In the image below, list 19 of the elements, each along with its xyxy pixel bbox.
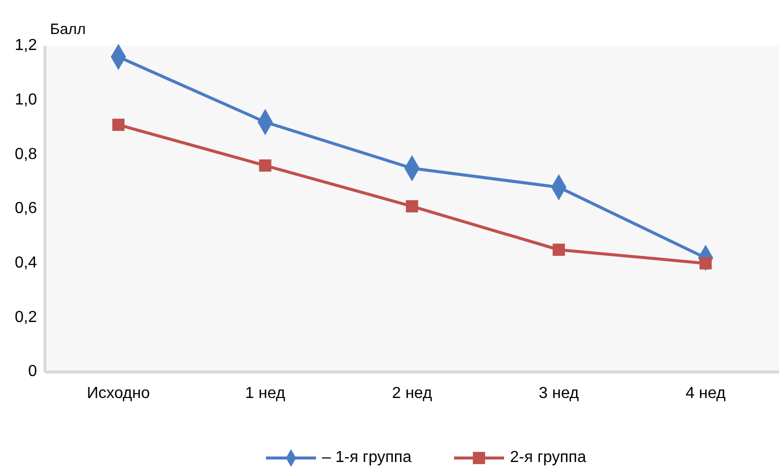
y-tick-label: 0 xyxy=(28,363,38,380)
y-tick-label: 0,6 xyxy=(14,200,38,218)
y-tick-label: 1,0 xyxy=(14,92,38,109)
y-tick-label: 0,8 xyxy=(14,146,38,163)
x-tick-label: 4 нед xyxy=(686,385,726,402)
point xyxy=(259,159,272,172)
x-tick-label: Исходно xyxy=(86,385,150,402)
legend-label: 2-я группа xyxy=(510,449,586,466)
y-tick-label: 0,4 xyxy=(14,254,38,272)
point xyxy=(112,118,125,131)
point xyxy=(406,200,418,212)
x-tick-label: 2 нед xyxy=(392,385,433,402)
x-tick-label: 3 нед xyxy=(538,385,580,402)
legend-label: – 1-я группа xyxy=(322,449,412,466)
point xyxy=(552,244,565,256)
y-axis-title: Балл xyxy=(50,21,86,38)
x-tick-label: 1 нед xyxy=(245,385,286,402)
y-tick-label: 1,2 xyxy=(14,37,38,54)
y-tick-label: 0,2 xyxy=(14,308,38,326)
